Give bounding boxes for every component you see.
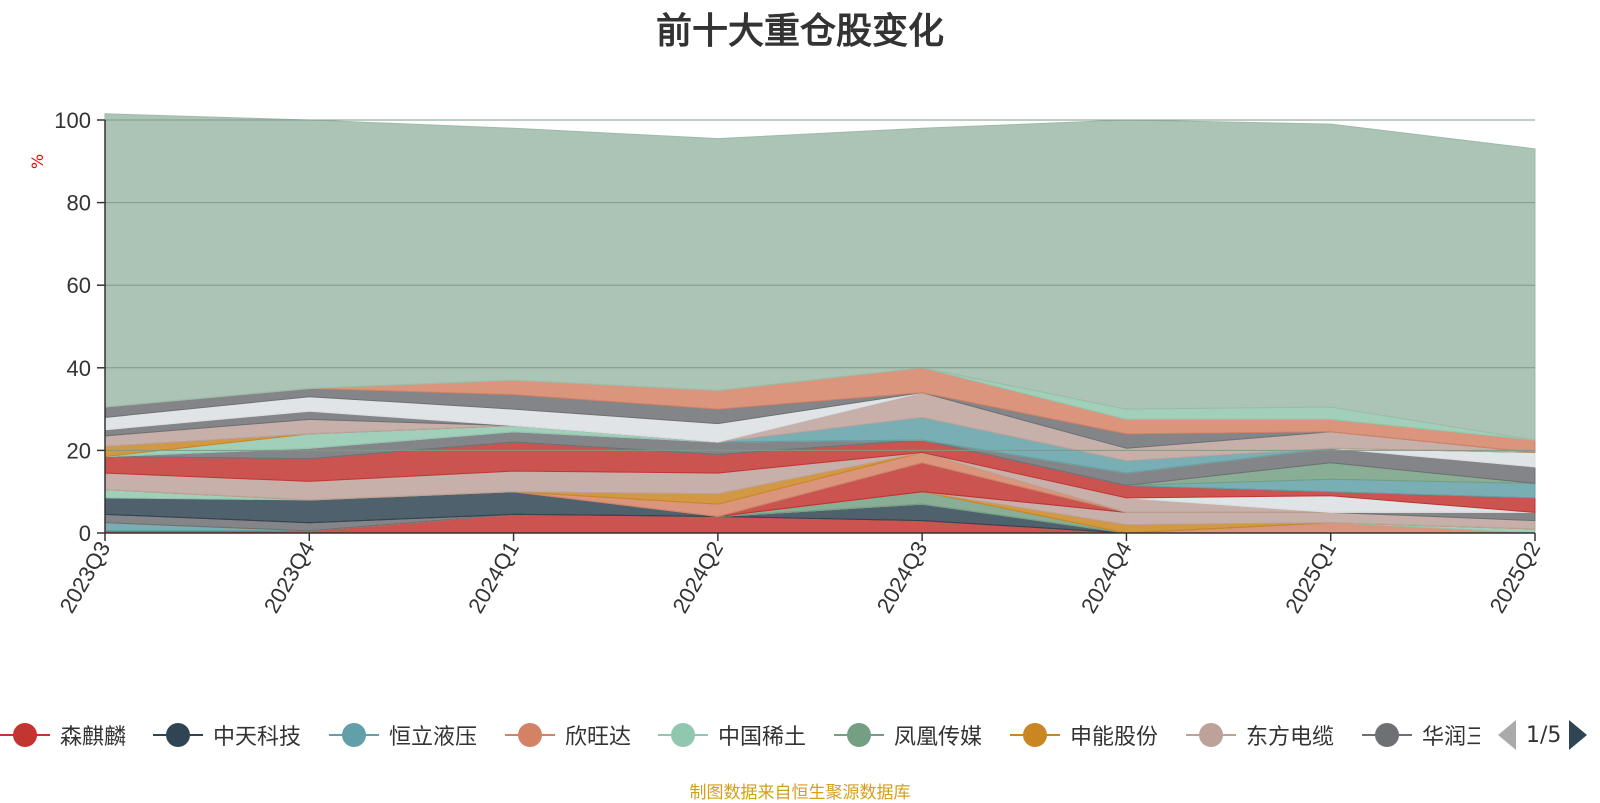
legend-item[interactable]: 东方电缆 bbox=[1186, 710, 1334, 760]
legend-prev-page-icon[interactable] bbox=[1498, 720, 1516, 750]
legend-label: 东方电缆 bbox=[1246, 725, 1335, 750]
x-tick-label: 2024Q3 bbox=[872, 537, 933, 617]
series-areas bbox=[104, 113, 1536, 534]
legend-pager: 1/5 bbox=[1498, 718, 1588, 752]
legend-marker-icon bbox=[505, 720, 555, 750]
legend-page-indicator: 1/5 bbox=[1526, 722, 1562, 748]
y-tick-label: 0 bbox=[79, 521, 91, 546]
x-tick-label: 2023Q4 bbox=[259, 537, 320, 617]
legend-marker-icon bbox=[834, 720, 884, 750]
legend: 森麒麟 中天科技 恒立液压 欣旺达 中国稀土 凤凰传媒 申能股份 东方电缆 华润三九 bbox=[0, 710, 1480, 760]
legend-label: 申能股份 bbox=[1070, 725, 1159, 750]
legend-marker-icon bbox=[1362, 720, 1412, 750]
y-tick-label: 20 bbox=[67, 438, 91, 463]
legend-label: 中天科技 bbox=[213, 725, 302, 750]
legend-label: 欣旺达 bbox=[565, 725, 632, 750]
legend-item[interactable]: 中天科技 bbox=[153, 710, 301, 760]
grid-lines bbox=[105, 119, 1535, 451]
legend-marker-icon bbox=[1186, 720, 1236, 750]
x-tick-label: 2023Q3 bbox=[55, 537, 116, 617]
legend-item[interactable]: 欣旺达 bbox=[505, 710, 631, 760]
source-note: 制图数据来自恒生聚源数据库 bbox=[689, 783, 911, 803]
legend-label: 华润三九 bbox=[1422, 725, 1480, 750]
legend-item[interactable]: 申能股份 bbox=[1010, 710, 1158, 760]
legend-item[interactable]: 中国稀土 bbox=[658, 710, 806, 760]
x-tick-label: 2024Q4 bbox=[1076, 537, 1137, 617]
legend-marker-icon bbox=[329, 720, 379, 750]
x-tick-label: 2025Q2 bbox=[1485, 537, 1546, 617]
legend-label: 恒立液压 bbox=[389, 725, 478, 750]
y-tick-label: 40 bbox=[67, 356, 91, 381]
stacked-area-chart: 0 20 40 60 80 100 2023Q3 2023Q4 2024Q1 2024Q2 2024… bbox=[54, 108, 1546, 617]
chart-title: 前十大重仓股变化 bbox=[655, 11, 944, 52]
legend-item[interactable]: 华润三九 bbox=[1362, 710, 1480, 760]
legend-item[interactable]: 森麒麟 bbox=[0, 710, 126, 760]
x-tick-label: 2024Q1 bbox=[463, 537, 524, 617]
legend-label: 森麒麟 bbox=[60, 725, 127, 750]
legend-item[interactable]: 凤凰传媒 bbox=[834, 710, 982, 760]
y-tick-label: 80 bbox=[67, 191, 91, 216]
legend-next-page-icon[interactable] bbox=[1569, 720, 1588, 750]
y-tick-label: 100 bbox=[54, 108, 91, 133]
legend-marker-icon bbox=[1010, 720, 1060, 750]
legend-marker-icon bbox=[0, 720, 50, 750]
x-tick-label: 2025Q1 bbox=[1280, 537, 1341, 617]
x-tick-label: 2024Q2 bbox=[667, 537, 728, 617]
y-tick-label: 60 bbox=[67, 273, 91, 298]
area-series-30 bbox=[104, 113, 1536, 441]
legend-marker-icon bbox=[153, 720, 203, 750]
legend-marker-icon bbox=[658, 720, 708, 750]
legend-label: 凤凰传媒 bbox=[894, 725, 983, 750]
legend-label: 中国稀土 bbox=[718, 725, 807, 750]
legend-item[interactable]: 恒立液压 bbox=[329, 710, 477, 760]
